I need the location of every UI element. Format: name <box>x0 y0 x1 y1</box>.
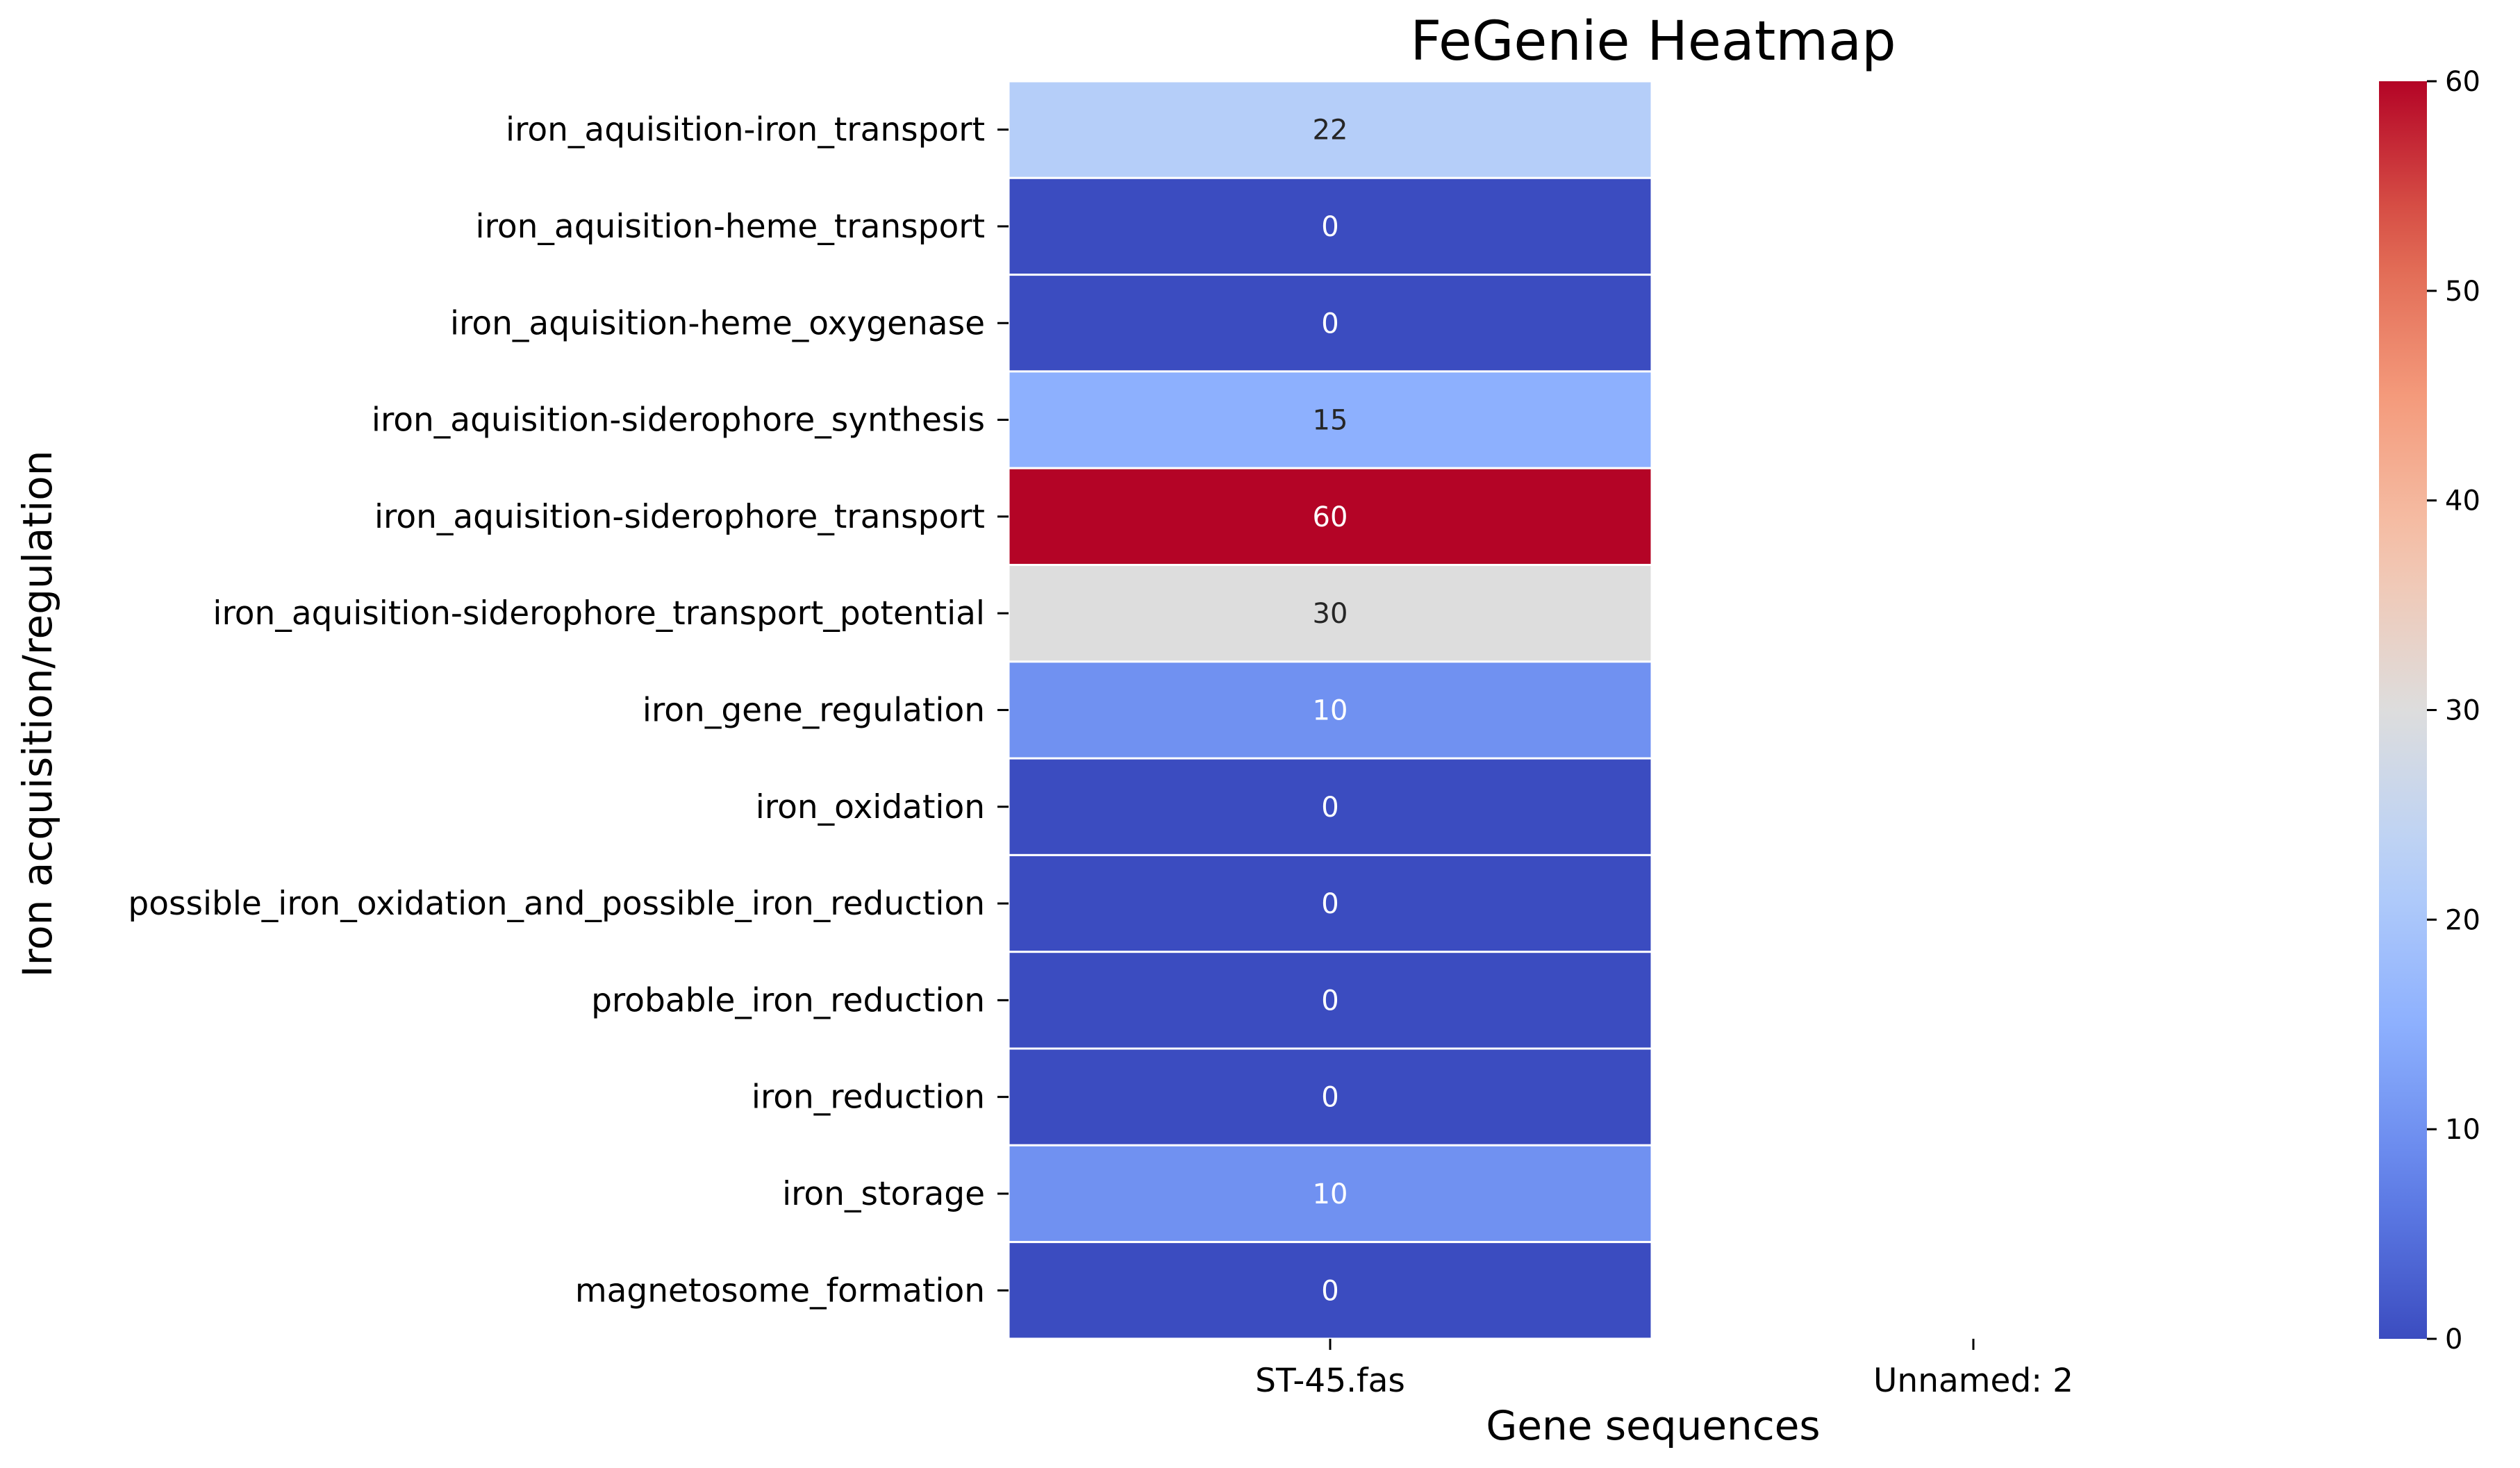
row-label: iron_storage <box>782 1175 985 1213</box>
row-labels: iron_aquisition-iron_transport iron_aquis… <box>128 111 1009 1310</box>
row-label: iron_aquisition-heme_oxygenase <box>450 304 985 342</box>
colorbar-tick-label: 0 <box>2445 1324 2462 1356</box>
column-label: Unnamed: 2 <box>1873 1362 2073 1400</box>
cell-value-label: 0 <box>1321 211 1338 243</box>
row-label: iron_aquisition-siderophore_synthesis <box>372 401 985 440</box>
row-label: iron_aquisition-siderophore_transport_po… <box>213 594 985 633</box>
cell-value-label: 0 <box>1321 792 1338 824</box>
x-axis-label: Gene sequences <box>1486 1402 1820 1449</box>
cell-value-label: 60 <box>1313 501 1348 533</box>
row-label: iron_aquisition-iron_transport <box>506 111 985 149</box>
y-axis-label: Iron acquisition/regulation <box>14 450 61 977</box>
row-label: iron_oxidation <box>756 788 985 826</box>
row-label: iron_aquisition-siderophore_transport <box>374 498 985 536</box>
cell-value-label: 0 <box>1321 1082 1338 1114</box>
heatmap-cell <box>1007 176 1653 276</box>
cell-value-label: 0 <box>1321 888 1338 920</box>
cell-value-label: 10 <box>1313 694 1348 726</box>
colorbar-tick-label: 40 <box>2445 485 2480 517</box>
heatmap-cells: 22 0 0 15 60 30 10 0 0 0 0 10 0 <box>1007 80 1653 1340</box>
column-label: ST-45.fas <box>1255 1362 1405 1400</box>
chart-title: FeGenie Heatmap <box>1410 10 1896 73</box>
row-label: iron_reduction <box>752 1078 985 1117</box>
heatmap-cell <box>1007 1241 1653 1340</box>
heatmap-cell <box>1007 1144 1653 1244</box>
colorbar: 0 10 20 30 40 50 60 <box>2379 66 2480 1356</box>
cell-value-label: 10 <box>1313 1178 1348 1210</box>
column-labels: ST-45.fas Unnamed: 2 <box>1255 1338 2073 1400</box>
heatmap-cell <box>1007 660 1653 760</box>
heatmap-cell <box>1007 951 1653 1050</box>
cell-value-label: 0 <box>1321 308 1338 340</box>
cell-value-label: 0 <box>1321 1275 1338 1307</box>
heatmap-cell <box>1007 80 1653 179</box>
row-label: iron_aquisition-heme_transport <box>476 208 985 246</box>
colorbar-tick-label: 30 <box>2445 695 2480 727</box>
cell-value-label: 22 <box>1313 115 1348 147</box>
cell-value-label: 0 <box>1321 985 1338 1017</box>
heatmap-cell <box>1007 274 1653 373</box>
row-label: iron_gene_regulation <box>643 691 985 729</box>
colorbar-tick-label: 50 <box>2445 276 2480 308</box>
cell-value-label: 15 <box>1313 405 1348 437</box>
row-label: possible_iron_oxidation_and_possible_iro… <box>128 885 985 923</box>
colorbar-tick-label: 20 <box>2445 904 2480 936</box>
colorbar-gradient <box>2379 81 2427 1339</box>
row-label: probable_iron_reduction <box>591 981 985 1019</box>
colorbar-tick-label: 10 <box>2445 1114 2480 1146</box>
row-label: magnetosome_formation <box>575 1271 985 1310</box>
cell-value-label: 30 <box>1313 598 1348 630</box>
colorbar-tick-label: 60 <box>2445 66 2480 98</box>
